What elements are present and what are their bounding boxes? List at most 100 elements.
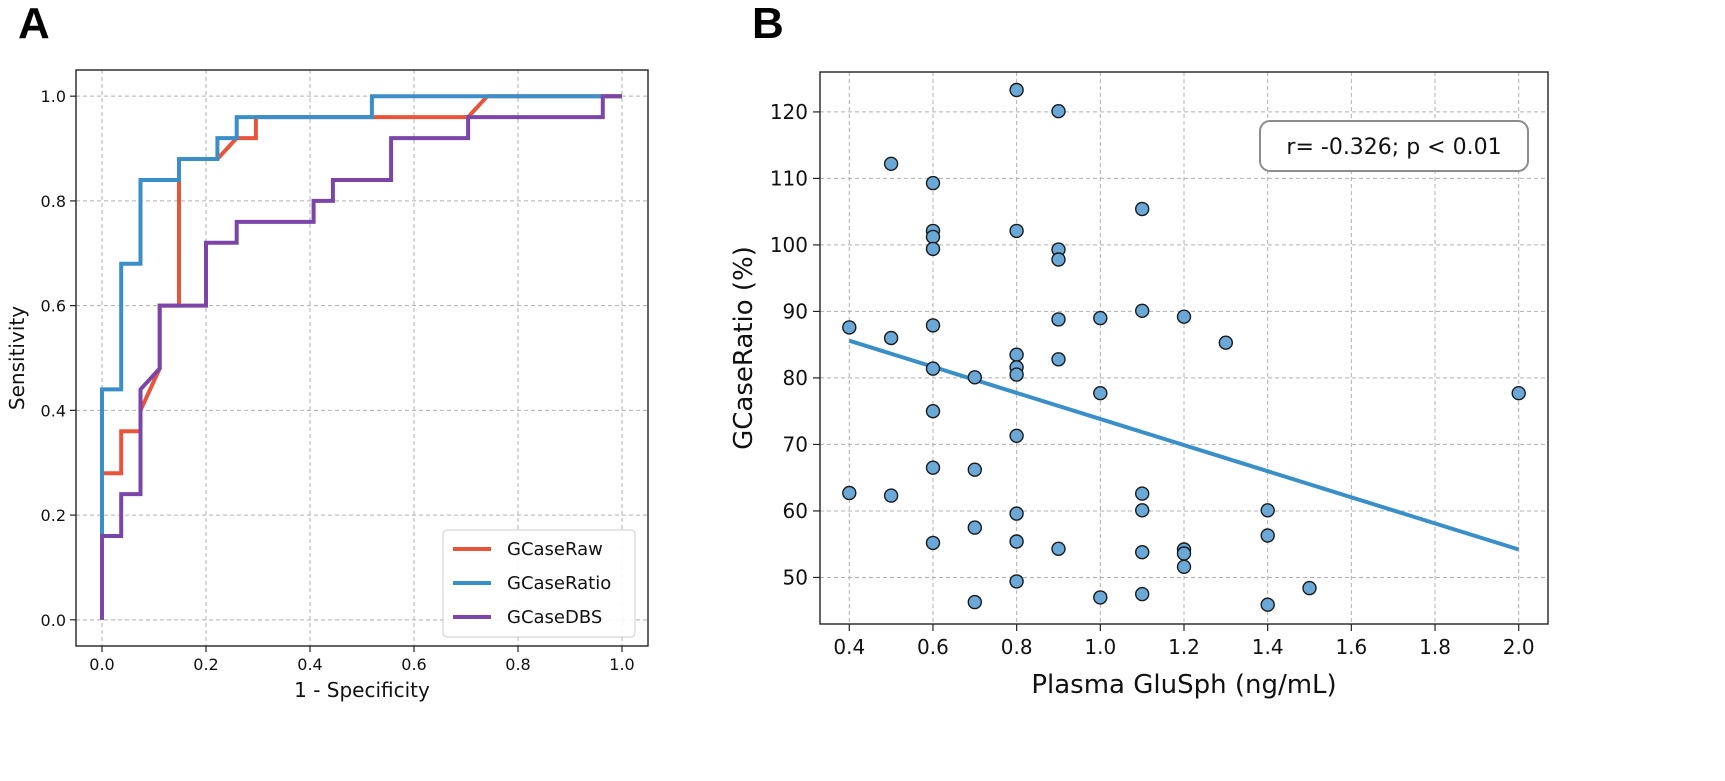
panel-label-a: A (18, 0, 50, 48)
scatter-x-tick-label: 1.2 (1168, 635, 1200, 659)
scatter-point (1260, 528, 1275, 543)
roc-legend: GCaseRaw GCaseRatio GCaseDBS (442, 529, 636, 638)
scatter-y-tick-label: 120 (770, 100, 808, 124)
scatter-point (1176, 309, 1192, 324)
scatter-point (842, 485, 857, 501)
scatter-point (1218, 335, 1234, 350)
legend-box (442, 529, 636, 638)
scatter-point (1134, 486, 1150, 501)
roc-y-tick-label: 0.4 (41, 401, 66, 420)
scatter-point (883, 488, 899, 503)
scatter-point (1134, 545, 1150, 560)
scatter-point (883, 330, 899, 346)
scatter-point (1009, 223, 1024, 239)
scatter-point (1176, 559, 1192, 574)
roc-y-axis-label: Sensitivity (5, 306, 29, 410)
legend-label-gcasedbs: GCaseDBS (507, 607, 602, 628)
scatter-point (925, 241, 941, 257)
scatter-point (925, 361, 941, 376)
scatter-point (1051, 541, 1066, 556)
scatter-x-axis-label: Plasma GluSph (ng/mL) (1031, 670, 1336, 700)
roc-y-tick-label: 1.0 (41, 87, 66, 106)
correlation-annotation: r= -0.326; p < 0.01 (1259, 120, 1529, 172)
scatter-point (967, 594, 982, 610)
scatter-x-tick-label: 2.0 (1503, 635, 1535, 659)
roc-curve-gcaseratio (100, 94, 622, 620)
roc-y-tick-label: 0.0 (41, 611, 66, 630)
scatter-point (1134, 586, 1150, 602)
legend-label-gcaseraw: GCaseRaw (507, 539, 603, 560)
scatter-point (1093, 386, 1108, 401)
scatter-x-tick-label: 1.4 (1252, 635, 1284, 659)
roc-x-tick-label: 0.6 (401, 655, 426, 674)
scatter-point (1009, 82, 1024, 98)
roc-x-tick-label: 0.2 (193, 655, 218, 674)
roc-y-tick-label: 0.8 (41, 192, 66, 211)
scatter-y-tick-label: 60 (783, 499, 808, 523)
scatter-x-tick-label: 1.0 (1084, 635, 1116, 659)
scatter-point (1051, 252, 1066, 267)
scatter-y-tick-label: 70 (783, 432, 808, 456)
scatter-point (1134, 503, 1150, 518)
scatter-point (1093, 310, 1108, 326)
scatter-point (1134, 201, 1150, 217)
scatter-x-tick-label: 0.6 (917, 635, 949, 659)
roc-x-tick-label: 0.4 (297, 655, 322, 674)
scatter-x-tick-label: 0.4 (833, 635, 865, 659)
roc-x-axis-label: 1 - Specificity (294, 678, 430, 702)
scatter-point (925, 229, 941, 245)
roc-y-tick-label: 0.6 (41, 297, 66, 316)
scatter-ticks: 0.4 0.6 0.8 1.0 1.2 1.4 1.6 1.8 2.0 50 60 70 80 90 100… (770, 100, 1535, 659)
roc-curve-gcasedbs (100, 94, 622, 620)
roc-series-group (100, 94, 622, 620)
regression-line (848, 338, 1520, 552)
scatter-point (1134, 303, 1150, 318)
scatter-y-tick-label: 110 (770, 166, 808, 190)
roc-plot-frame (75, 69, 649, 647)
scatter-point (925, 535, 941, 551)
scatter-y-tick-label: 80 (783, 366, 808, 390)
scatter-y-tick-label: 90 (783, 299, 808, 323)
scatter-point (1051, 103, 1066, 119)
scatter-chart: 0.4 0.6 0.8 1.0 1.2 1.4 1.6 1.8 2.0 50 60 70 80 90 100… (729, 71, 1549, 700)
scatter-x-tick-label: 1.8 (1419, 635, 1451, 659)
scatter-point (1009, 534, 1024, 549)
scatter-point (925, 175, 941, 191)
scatter-point (1051, 352, 1066, 367)
scatter-point (1009, 506, 1024, 521)
scatter-point (842, 320, 857, 335)
scatter-x-tick-label: 1.6 (1335, 635, 1367, 659)
scatter-point (1009, 367, 1024, 382)
scatter-point (1009, 428, 1024, 443)
scatter-y-axis-label: GCaseRatio (%) (729, 246, 759, 450)
scatter-point (925, 460, 941, 475)
scatter-point (1009, 347, 1024, 362)
scatter-point (1260, 503, 1275, 518)
scatter-point (925, 318, 941, 333)
scatter-point (1260, 597, 1275, 612)
scatter-y-tick-label: 100 (770, 233, 808, 257)
scatter-point (883, 156, 899, 172)
roc-chart: 0.0 0.2 0.4 0.6 0.8 1.0 0.0 0.2 0.4 0.6 0.8 1.0 1 -… (5, 69, 649, 702)
panel-label-b: B (752, 0, 784, 48)
scatter-point (967, 370, 982, 385)
roc-y-tick-label: 0.2 (41, 506, 66, 525)
roc-x-tick-label: 0.8 (505, 655, 530, 674)
scatter-point (1511, 386, 1526, 401)
roc-x-tick-label: 0.0 (89, 655, 114, 674)
scatter-point (1093, 590, 1108, 605)
roc-ticks: 0.0 0.2 0.4 0.6 0.8 1.0 0.0 0.2 0.4 0.6 0.8 1.0 (41, 87, 635, 674)
scatter-y-tick-label: 50 (783, 565, 808, 589)
scatter-point (967, 462, 982, 477)
annotation-box (1259, 120, 1529, 172)
scatter-point (1302, 580, 1317, 596)
scatter-point (1176, 546, 1192, 561)
annotation-text: r= -0.326; p < 0.01 (1286, 135, 1501, 160)
scatter-point (925, 404, 941, 419)
scatter-point (967, 520, 982, 535)
regression-line-group (848, 338, 1520, 552)
scatter-point (1009, 574, 1024, 589)
roc-x-tick-label: 1.0 (609, 655, 634, 674)
scatter-points (842, 82, 1526, 612)
